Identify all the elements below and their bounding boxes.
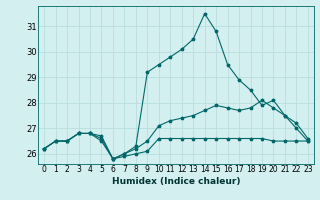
X-axis label: Humidex (Indice chaleur): Humidex (Indice chaleur) [112,177,240,186]
